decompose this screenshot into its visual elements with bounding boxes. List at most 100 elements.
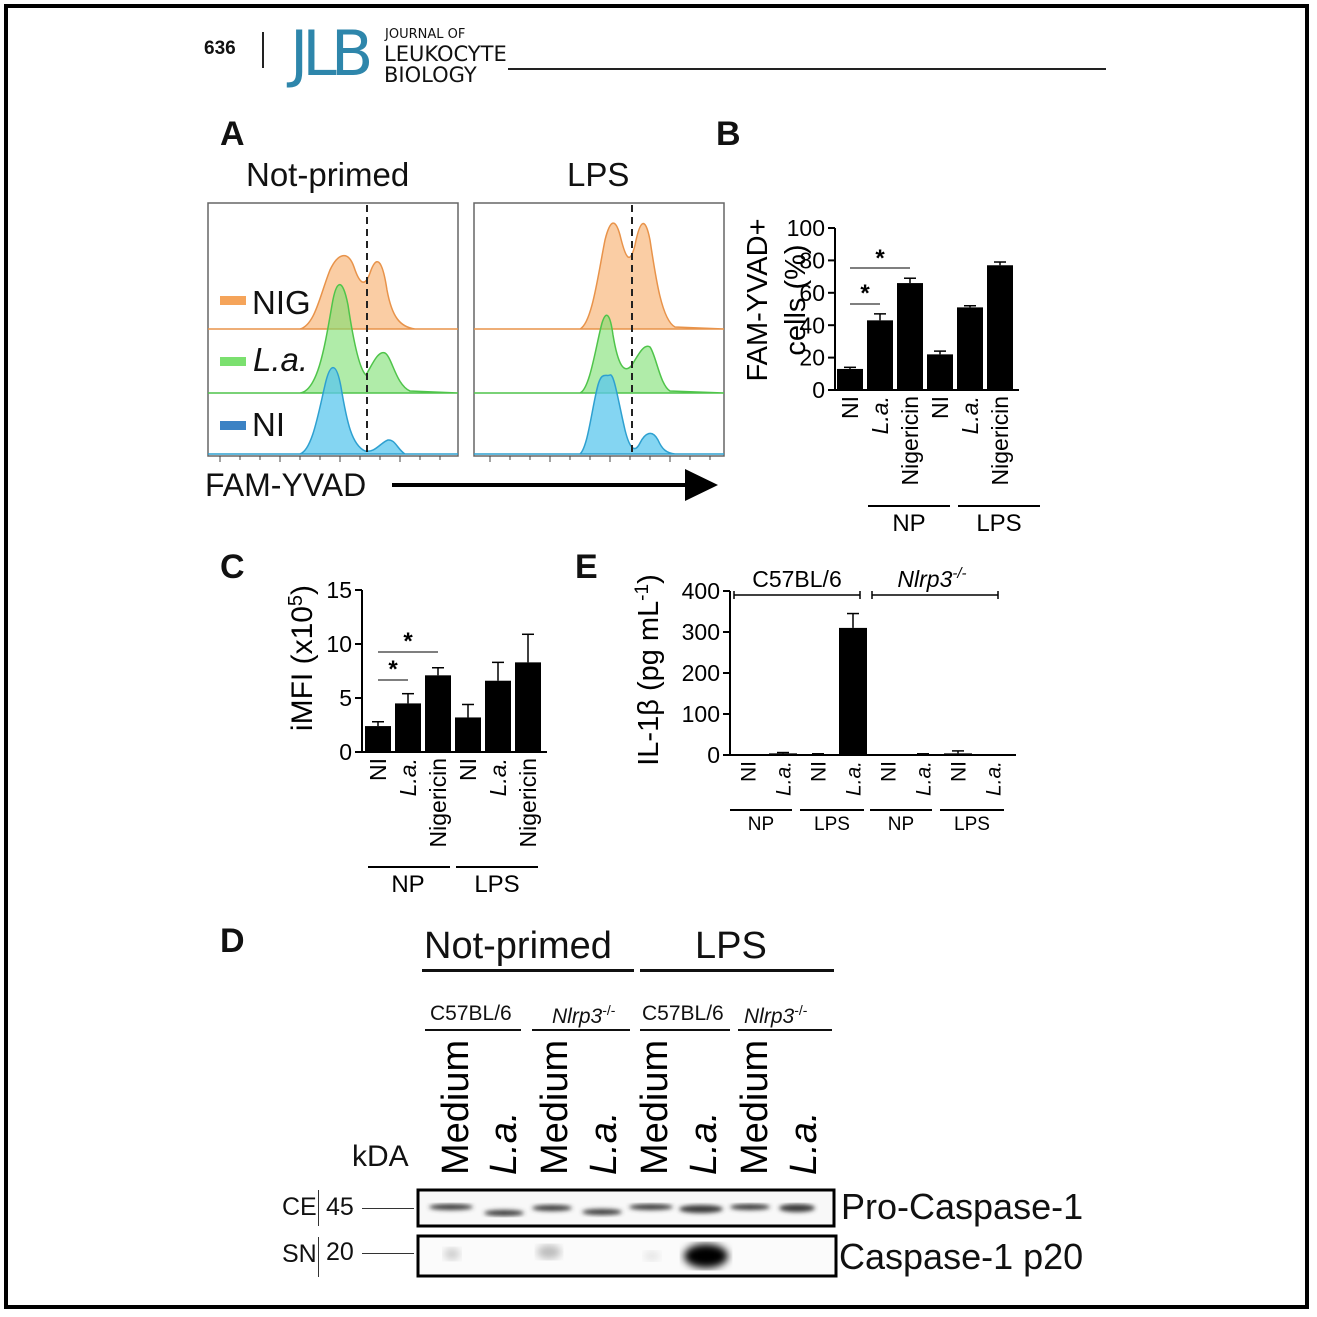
y-tick-label: 20 [799, 345, 825, 371]
group-label: LPS [954, 814, 990, 835]
x-tick-label: Nigericin [897, 396, 923, 485]
bar [897, 283, 923, 390]
group-label: NP [888, 814, 914, 835]
y-tick-label: 0 [812, 377, 825, 403]
page-number: 636 [204, 38, 236, 59]
x-axis-label-fam-yvad: FAM-YVAD [205, 467, 371, 504]
x-tick-label: L.a. [485, 758, 511, 796]
y-axis-label: iMFI (x105) [285, 585, 319, 731]
panel-e-chart: 0 100 200 300 400 NI L.a. NI L.a. NI L.a. NI L.a. IL-… [632, 565, 1016, 835]
histogram-ni-not-primed [208, 366, 458, 455]
lane-label: L.a. [783, 1112, 825, 1175]
y-axis-label: IL-1β (pg mL-1) [632, 574, 665, 766]
x-tick-label: NI [877, 761, 900, 782]
journal-name-line1: JOURNAL OF [385, 27, 466, 42]
x-tick-label: Nigericin [515, 758, 541, 847]
blot-label-pro-caspase-1: Pro-Caspase-1 [841, 1186, 1084, 1227]
blot-strain-rule-2 [532, 1029, 630, 1031]
histogram-ni-lps [474, 374, 724, 455]
sig-star-1: * [388, 656, 398, 683]
legend-swatch-ni [220, 421, 246, 430]
blot-strain-nlrp3-lps: Nlrp3-/- [744, 1002, 808, 1028]
blot-kda-45: 45 [326, 1193, 354, 1221]
y-tick-label: 200 [682, 660, 720, 686]
y-tick-label: 100 [682, 701, 720, 727]
journal-name-line3: BIOLOGY [384, 63, 477, 87]
x-tick-label: NI [455, 758, 481, 781]
journal-name-line2: LEUKOCYTE [384, 42, 507, 66]
blot-fraction-divider-ce [318, 1190, 319, 1226]
y-axis-label-exp: -1 [632, 584, 653, 601]
x-tick-label: NI [807, 761, 830, 782]
y-tick-label: 5 [339, 685, 352, 711]
blot-strip-pro-caspase [416, 1188, 836, 1228]
strain-label-c57: C57BL/6 [752, 566, 842, 592]
blot-condition-rule-lps [640, 969, 834, 972]
histogram-nig-not-primed [208, 255, 458, 330]
kda-label: kDA [352, 1140, 409, 1173]
x-tick-label: L.a. [957, 396, 983, 434]
legend-swatch-nig [220, 296, 246, 305]
y-tick-label: 400 [682, 578, 720, 604]
bar [944, 753, 972, 755]
legend-label-nig: NIG [252, 284, 311, 321]
group-label: NP [748, 814, 774, 835]
y-tick-label: 60 [799, 280, 825, 306]
header-rule [508, 68, 1106, 70]
blot-lane-labels: Medium L.a. Medium L.a. Medium L.a. Medium L.a. [435, 1040, 825, 1175]
x-tick-label: NI [365, 758, 391, 781]
strain-label-nlrp3: Nlrp3-/- [897, 565, 966, 592]
panel-b-label: B [716, 115, 741, 153]
group-label: LPS [814, 814, 850, 835]
blot-condition-lps: LPS [695, 925, 767, 967]
bar [837, 368, 863, 390]
y-tick-label: 15 [326, 577, 352, 603]
bar [515, 662, 541, 752]
lane-label: L.a. [583, 1112, 625, 1175]
panel-a-label: A [220, 115, 245, 153]
histogram-nig-lps [474, 222, 725, 330]
lane-label: Medium [435, 1040, 477, 1175]
lane-label: Medium [534, 1040, 576, 1175]
blot-strain-nlrp3-np: Nlrp3-/- [552, 1002, 616, 1028]
blot-strain-c57-np: C57BL/6 [430, 1002, 512, 1025]
legend-swatch-la [220, 357, 246, 366]
blot-condition-rule-np [422, 969, 634, 972]
blot-kda-20: 20 [326, 1238, 354, 1266]
blot-bands-pro-caspase [429, 1204, 815, 1216]
x-tick-label: L.a. [912, 761, 935, 796]
x-tick-label: L.a. [982, 761, 1005, 796]
y-tick-label: 80 [799, 247, 825, 273]
bar [365, 726, 391, 752]
lane-label: L.a. [483, 1112, 525, 1175]
blot-strain-rule-3 [640, 1029, 730, 1031]
bar [769, 753, 797, 755]
blot-strip-p20 [416, 1234, 838, 1278]
blot-strain-c57-lps: C57BL/6 [642, 1002, 724, 1025]
y-tick-label: 100 [787, 215, 825, 241]
blot-marker-tick-20 [362, 1253, 414, 1254]
group-label-lps: LPS [976, 510, 1021, 537]
x-tick-label: NI [947, 761, 970, 782]
x-tick-label: L.a. [772, 761, 795, 796]
group-label-lps: LPS [474, 871, 519, 898]
panel-d-label: D [220, 922, 245, 960]
lane-label: L.a. [683, 1112, 725, 1175]
histogram-la-lps [474, 314, 725, 394]
y-tick-label: 300 [682, 619, 720, 645]
legend-label-ni: NI [252, 406, 285, 443]
y-axis-label-close: ) [286, 585, 319, 595]
sig-star-2: * [875, 245, 885, 272]
bar [485, 680, 511, 752]
blot-label-caspase-1-p20: Caspase-1 p20 [839, 1236, 1084, 1277]
y-tick-label: 10 [326, 631, 352, 657]
panel-c-label: C [220, 548, 245, 586]
western-blot-image [416, 1188, 838, 1278]
group-label-np: NP [391, 871, 424, 898]
sig-star-1: * [860, 280, 870, 307]
x-tick-label: L.a. [842, 761, 865, 796]
y-tick-label: 0 [707, 742, 720, 768]
bar [395, 703, 421, 752]
